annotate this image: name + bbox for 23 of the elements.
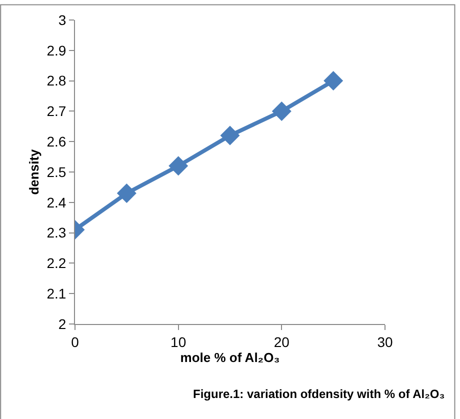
text: Figure.1: variation ofdensity with % of Al₂O₃ bbox=[193, 387, 445, 401]
y-tick-label: 2.3 bbox=[46, 224, 66, 241]
point bbox=[324, 71, 344, 91]
y-tick-label: 2.6 bbox=[46, 134, 66, 150]
x-tick-label: 30 bbox=[377, 334, 393, 350]
y-tick-label: 2.8 bbox=[46, 72, 66, 89]
y-tick-label: 3 bbox=[58, 12, 66, 28]
point bbox=[272, 101, 292, 121]
x-tick-label: 20 bbox=[274, 334, 290, 350]
y-tick-label: 2.1 bbox=[46, 286, 66, 302]
y-tick-label: 2.9 bbox=[46, 42, 66, 58]
y-tick-label: 2.4 bbox=[46, 194, 66, 210]
x-axis-title: mole % of Al₂O₃ bbox=[180, 350, 280, 365]
x-tick-label: 10 bbox=[170, 334, 186, 350]
point bbox=[168, 156, 188, 176]
point bbox=[116, 184, 136, 204]
y-axis-title: density bbox=[26, 148, 42, 195]
y-tick-label: 2 bbox=[58, 316, 66, 332]
y-tick-label: 2.5 bbox=[46, 164, 66, 180]
x-tick-label: 0 bbox=[71, 334, 80, 350]
y-tick-label: 2.2 bbox=[46, 255, 66, 272]
point bbox=[220, 126, 240, 146]
y-tick-label: 2.7 bbox=[46, 103, 66, 120]
